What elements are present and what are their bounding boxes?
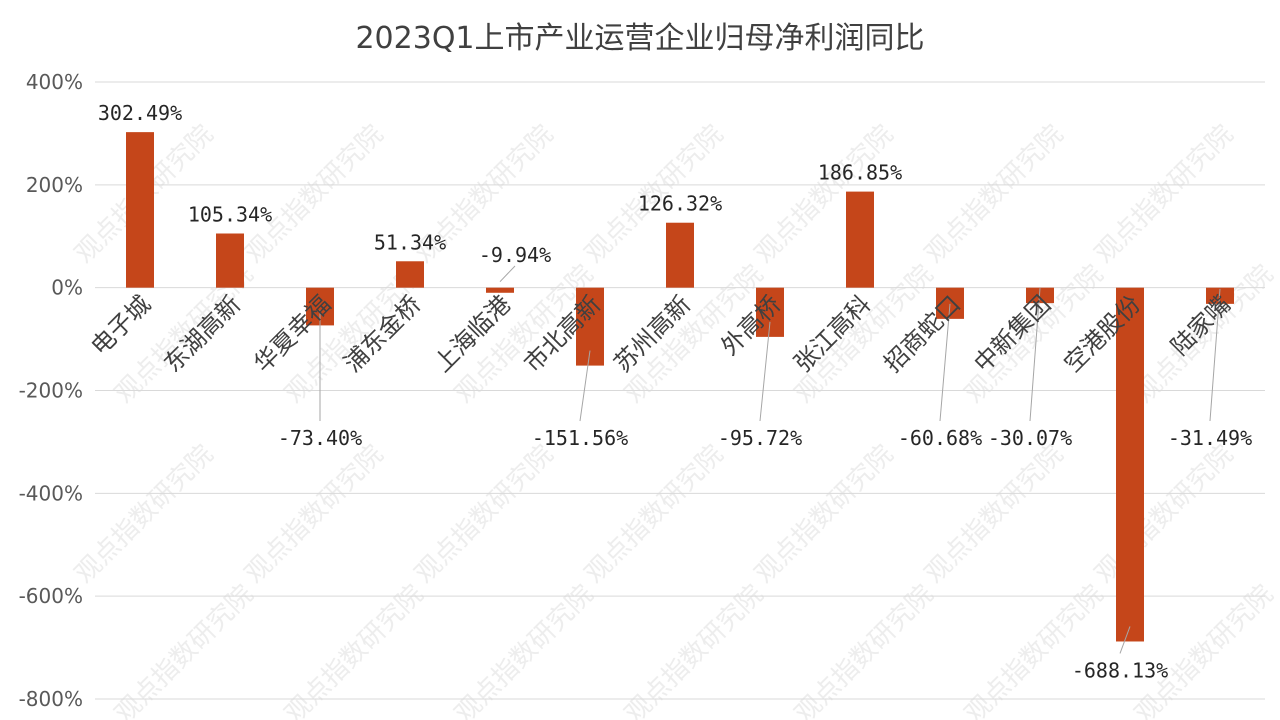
bar-1 bbox=[216, 233, 244, 288]
data-label: -688.13% bbox=[1072, 658, 1168, 682]
label-leader-line bbox=[759, 321, 771, 422]
bar-0 bbox=[126, 132, 154, 288]
data-label: -151.56% bbox=[532, 426, 628, 450]
chart-title: 2023Q1上市产业运营企业归母净利润同比 bbox=[355, 21, 924, 56]
y-tick-label: 200% bbox=[26, 173, 83, 197]
label-leader-line bbox=[579, 350, 591, 422]
bar-3 bbox=[396, 261, 424, 288]
y-axis-ticks: 400% 200% 0% -200% -400% -600% -800% bbox=[19, 70, 83, 711]
bar-10 bbox=[1026, 287, 1054, 304]
watermark: 观点指数研究院 bbox=[1089, 119, 1239, 269]
bars bbox=[126, 132, 1234, 642]
y-tick-label: -600% bbox=[19, 584, 83, 608]
watermark: 观点指数研究院 bbox=[239, 119, 389, 269]
bar-4 bbox=[486, 287, 514, 293]
watermark: 观点指数研究院 bbox=[579, 439, 729, 589]
bar-7 bbox=[756, 287, 784, 337]
bar-11 bbox=[1116, 287, 1144, 642]
x-category-label: 电子城 bbox=[86, 290, 157, 361]
data-label: -30.07% bbox=[988, 426, 1072, 450]
data-label: 302.49% bbox=[98, 101, 182, 125]
bar-6 bbox=[666, 222, 694, 288]
data-label: -60.68% bbox=[898, 426, 982, 450]
bar-9 bbox=[936, 287, 964, 319]
watermark: 观点指数研究院 bbox=[749, 119, 899, 269]
watermark: 观点指数研究院 bbox=[919, 439, 1069, 589]
y-tick-label: -400% bbox=[19, 481, 83, 505]
data-label: 186.85% bbox=[818, 161, 902, 185]
label-leader-line bbox=[1119, 626, 1131, 654]
y-tick-label: 400% bbox=[26, 70, 83, 94]
bar-8 bbox=[846, 191, 874, 288]
watermark: 观点指数研究院 bbox=[409, 439, 559, 589]
watermark: 观点指数研究院 bbox=[749, 439, 899, 589]
data-label: 105.34% bbox=[188, 203, 272, 227]
watermark: 观点指数研究院 bbox=[1089, 439, 1239, 589]
label-leader-line bbox=[1209, 288, 1221, 422]
label-leader-line bbox=[1029, 288, 1041, 422]
watermark: 观点指数研究院 bbox=[919, 119, 1069, 269]
y-tick-label: 0% bbox=[51, 276, 83, 300]
data-label: 126.32% bbox=[638, 192, 722, 216]
data-labels: 302.49% 105.34% -73.40% 51.34% -9.94% -151.56… bbox=[98, 101, 1252, 682]
watermark: 观点指数研究院 bbox=[69, 439, 219, 589]
y-tick-label: -200% bbox=[19, 379, 83, 403]
data-label: 51.34% bbox=[374, 230, 446, 254]
label-leader-line bbox=[499, 265, 516, 283]
data-label: -73.40% bbox=[278, 426, 362, 450]
watermark: 观点指数研究院 bbox=[239, 439, 389, 589]
label-leaders bbox=[319, 265, 1221, 654]
label-leader-line bbox=[939, 303, 951, 422]
bar-12 bbox=[1206, 287, 1234, 304]
data-label: -95.72% bbox=[718, 426, 802, 450]
y-tick-label: -800% bbox=[19, 687, 83, 711]
data-label: -9.94% bbox=[479, 243, 551, 267]
data-label: -31.49% bbox=[1168, 426, 1252, 450]
